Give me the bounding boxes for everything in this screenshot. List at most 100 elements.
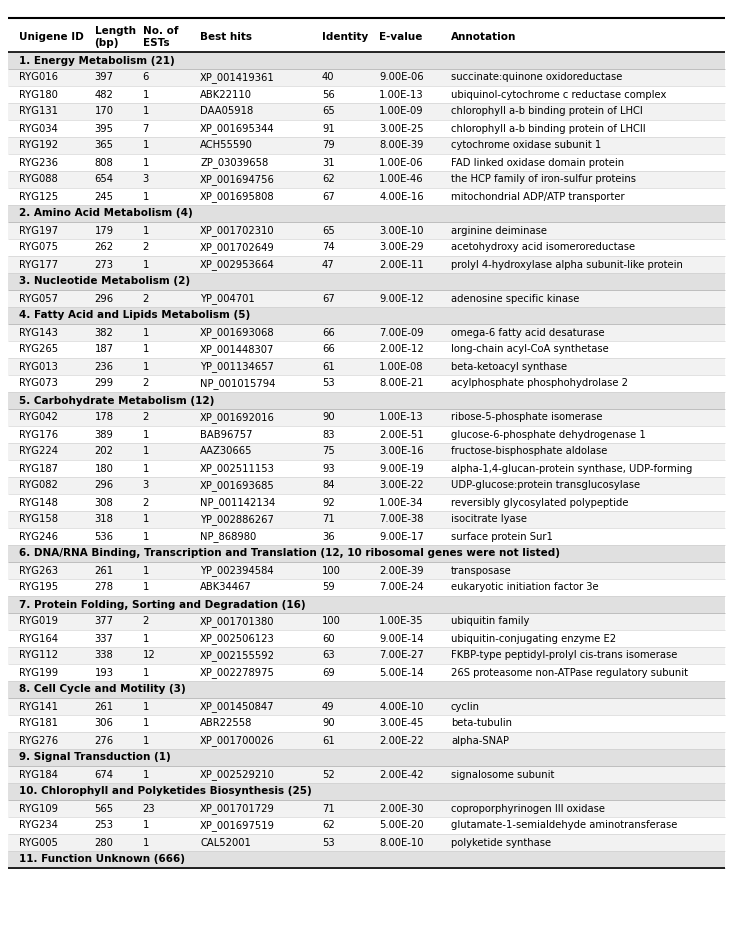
- Text: 9.00E-12: 9.00E-12: [379, 293, 424, 304]
- Text: coproporphyrinogen III oxidase: coproporphyrinogen III oxidase: [451, 803, 605, 814]
- Text: 53: 53: [322, 838, 334, 847]
- Text: acetohydroxy acid isomeroreductase: acetohydroxy acid isomeroreductase: [451, 243, 635, 252]
- Text: 9.00E-17: 9.00E-17: [379, 531, 424, 542]
- Text: 61: 61: [322, 362, 335, 371]
- Text: 276: 276: [95, 736, 114, 745]
- Text: 92: 92: [322, 498, 335, 507]
- Bar: [8, 392, 725, 409]
- Text: 262: 262: [95, 243, 114, 252]
- Text: RYG199: RYG199: [19, 667, 59, 678]
- Text: RYG187: RYG187: [19, 464, 59, 473]
- Bar: [8, 426, 725, 443]
- Text: DAA05918: DAA05918: [200, 107, 254, 116]
- Text: 482: 482: [95, 89, 114, 100]
- Text: 2.00E-39: 2.00E-39: [379, 565, 424, 576]
- Text: XP_002278975: XP_002278975: [200, 667, 275, 678]
- Text: 1: 1: [143, 89, 149, 100]
- Text: XP_001695344: XP_001695344: [200, 123, 275, 134]
- Text: 3: 3: [143, 481, 149, 490]
- Text: succinate:quinone oxidoreductase: succinate:quinone oxidoreductase: [451, 72, 622, 83]
- Text: beta-ketoacyl synthase: beta-ketoacyl synthase: [451, 362, 567, 371]
- Text: E-value: E-value: [379, 32, 423, 42]
- Text: No. of
ESTs: No. of ESTs: [143, 27, 178, 48]
- Text: 2. Amino Acid Metabolism (4): 2. Amino Acid Metabolism (4): [19, 208, 193, 219]
- Text: 3.00E-22: 3.00E-22: [379, 481, 424, 490]
- Text: RYG013: RYG013: [19, 362, 58, 371]
- Text: RYG180: RYG180: [19, 89, 58, 100]
- Text: 1: 1: [143, 736, 149, 745]
- Text: 62: 62: [322, 821, 335, 830]
- Text: RYG005: RYG005: [19, 838, 58, 847]
- Text: 65: 65: [322, 107, 335, 116]
- Text: 1: 1: [143, 821, 149, 830]
- Text: 75: 75: [322, 446, 335, 457]
- Text: 261: 261: [95, 702, 114, 711]
- Bar: [8, 477, 725, 494]
- Text: RYG276: RYG276: [19, 736, 59, 745]
- Text: 9.00E-14: 9.00E-14: [379, 633, 424, 644]
- Text: BAB96757: BAB96757: [200, 429, 252, 440]
- Bar: [8, 800, 725, 817]
- Bar: [8, 749, 725, 766]
- Text: RYG042: RYG042: [19, 412, 58, 423]
- Text: 90: 90: [322, 719, 334, 728]
- Text: 2.00E-42: 2.00E-42: [379, 769, 424, 780]
- Text: XP_001448307: XP_001448307: [200, 344, 274, 355]
- Text: 59: 59: [322, 583, 335, 592]
- Text: RYG057: RYG057: [19, 293, 59, 304]
- Bar: [8, 443, 725, 460]
- Text: 395: 395: [95, 124, 114, 133]
- Text: 11. Function Unknown (666): 11. Function Unknown (666): [19, 855, 185, 864]
- Bar: [8, 834, 725, 851]
- Text: 90: 90: [322, 412, 334, 423]
- Text: 5. Carbohydrate Metabolism (12): 5. Carbohydrate Metabolism (12): [19, 395, 215, 406]
- Text: RYG075: RYG075: [19, 243, 59, 252]
- Text: 61: 61: [322, 736, 335, 745]
- Text: signalosome subunit: signalosome subunit: [451, 769, 554, 780]
- Text: 808: 808: [95, 157, 114, 168]
- Text: RYG224: RYG224: [19, 446, 59, 457]
- Text: 9. Signal Transduction (1): 9. Signal Transduction (1): [19, 752, 171, 763]
- Bar: [8, 528, 725, 545]
- Text: XP_002506123: XP_002506123: [200, 633, 275, 644]
- Text: 1.00E-09: 1.00E-09: [379, 107, 424, 116]
- Bar: [8, 358, 725, 375]
- Bar: [8, 715, 725, 732]
- Text: Best hits: Best hits: [200, 32, 252, 42]
- Bar: [8, 579, 725, 596]
- Text: prolyl 4-hydroxylase alpha subunit-like protein: prolyl 4-hydroxylase alpha subunit-like …: [451, 260, 683, 269]
- Text: fructose-bisphosphate aldolase: fructose-bisphosphate aldolase: [451, 446, 608, 457]
- Text: 91: 91: [322, 124, 335, 133]
- Text: 1.00E-13: 1.00E-13: [379, 89, 424, 100]
- Text: 2.00E-11: 2.00E-11: [379, 260, 424, 269]
- Text: 296: 296: [95, 481, 114, 490]
- Text: 7: 7: [143, 124, 149, 133]
- Bar: [8, 205, 725, 222]
- Text: UDP-glucose:protein transglucosylase: UDP-glucose:protein transglucosylase: [451, 481, 640, 490]
- Bar: [8, 171, 725, 188]
- Bar: [8, 239, 725, 256]
- Text: Unigene ID: Unigene ID: [19, 32, 84, 42]
- Text: 8. Cell Cycle and Motility (3): 8. Cell Cycle and Motility (3): [19, 684, 186, 695]
- Text: 3. Nucleotide Metabolism (2): 3. Nucleotide Metabolism (2): [19, 276, 191, 287]
- Text: YP_004701: YP_004701: [200, 293, 255, 304]
- Text: 2.00E-22: 2.00E-22: [379, 736, 424, 745]
- Text: 565: 565: [95, 803, 114, 814]
- Bar: [8, 766, 725, 783]
- Text: 178: 178: [95, 412, 114, 423]
- Bar: [8, 851, 725, 868]
- Bar: [8, 324, 725, 341]
- Text: RYG143: RYG143: [19, 327, 58, 338]
- Text: XP_001695808: XP_001695808: [200, 191, 275, 202]
- Text: 1: 1: [143, 327, 149, 338]
- Text: NP_868980: NP_868980: [200, 531, 257, 542]
- Text: 4. Fatty Acid and Lipids Metabolism (5): 4. Fatty Acid and Lipids Metabolism (5): [19, 310, 251, 321]
- Text: 1.00E-08: 1.00E-08: [379, 362, 424, 371]
- Text: RYG164: RYG164: [19, 633, 59, 644]
- Text: 2: 2: [143, 243, 149, 252]
- Text: ZP_03039658: ZP_03039658: [200, 157, 268, 168]
- Text: 3.00E-25: 3.00E-25: [379, 124, 424, 133]
- Text: 236: 236: [95, 362, 114, 371]
- Text: 308: 308: [95, 498, 114, 507]
- Text: ubiquinol-cytochrome c reductase complex: ubiquinol-cytochrome c reductase complex: [451, 89, 666, 100]
